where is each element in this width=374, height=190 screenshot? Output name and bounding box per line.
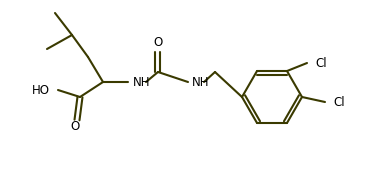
Text: HO: HO <box>32 83 50 97</box>
Text: O: O <box>153 36 163 48</box>
Text: Cl: Cl <box>315 56 327 70</box>
Text: O: O <box>70 120 80 132</box>
Text: Cl: Cl <box>333 96 344 108</box>
Text: NH: NH <box>133 75 150 89</box>
Text: NH: NH <box>192 75 209 89</box>
